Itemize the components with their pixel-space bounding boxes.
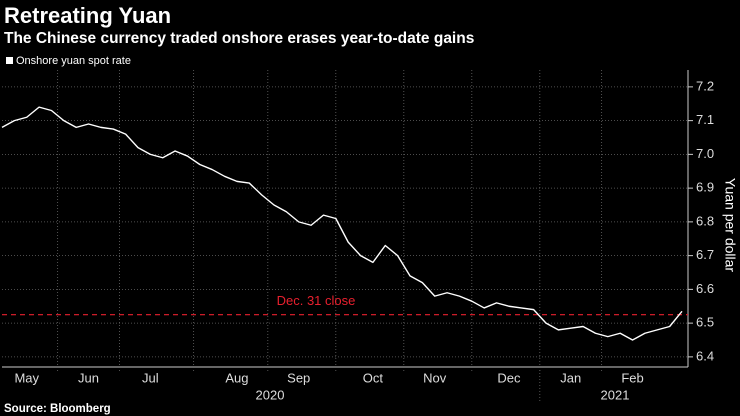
y-axis-label: Yuan per dollar — [722, 178, 738, 273]
y-tick-label: 6.7 — [696, 247, 714, 262]
x-tick-label: Dec — [497, 370, 521, 385]
x-tick-label: Sep — [287, 370, 310, 385]
x-tick-label: Jun — [78, 370, 99, 385]
source: Source: Bloomberg — [4, 403, 111, 415]
line-series — [1, 106, 683, 341]
x-tick-label: Aug — [225, 370, 248, 385]
y-tick-label: 6.8 — [696, 213, 714, 228]
y-tick-label: 6.6 — [696, 281, 714, 296]
x-tick-label: Oct — [363, 370, 384, 385]
x-tick-label: Jul — [142, 370, 159, 385]
legend-label: Onshore yuan spot rate — [16, 55, 131, 67]
y-tick-label: 7.0 — [696, 146, 714, 161]
y-tick-label: 7.1 — [696, 112, 714, 127]
x-tick-label: Jan — [560, 370, 581, 385]
x-tick-label: Nov — [423, 370, 447, 385]
chart-title: Retreating Yuan — [4, 3, 171, 28]
chart-subtitle: The Chinese currency traded onshore eras… — [4, 30, 474, 47]
legend-swatch — [6, 57, 13, 64]
y-tick-label: 6.4 — [696, 348, 714, 363]
x-tick-label: Feb — [621, 370, 643, 385]
year-label: 2020 — [256, 387, 285, 402]
reference-label: Dec. 31 close — [277, 293, 356, 308]
y-tick-label: 6.5 — [696, 315, 714, 330]
year-label: 2021 — [601, 387, 630, 402]
x-tick-label: May — [14, 370, 39, 385]
y-tick-label: 6.9 — [696, 180, 714, 195]
y-tick-label: 7.2 — [696, 78, 714, 93]
